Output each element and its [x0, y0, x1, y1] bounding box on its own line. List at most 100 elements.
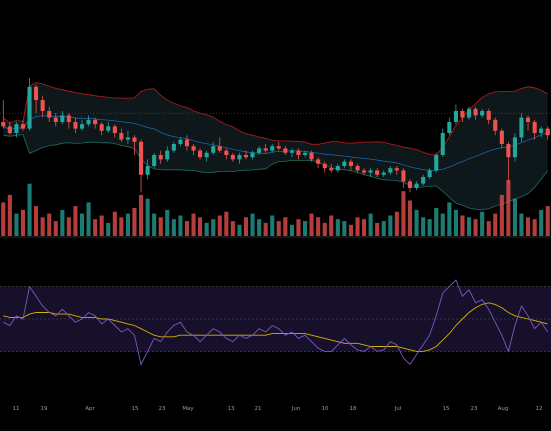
volume-bar: [125, 213, 130, 236]
volume-bar: [447, 202, 452, 236]
x-tick-label: 21: [255, 406, 262, 412]
candle-body: [119, 133, 124, 140]
candle-body: [20, 124, 25, 129]
volume-bar: [132, 208, 137, 236]
candle-body: [14, 124, 19, 133]
volume-bar: [112, 211, 117, 236]
candle-body: [125, 137, 130, 140]
candle-body: [60, 115, 65, 122]
candle-body: [34, 86, 39, 100]
candle-body: [106, 126, 111, 131]
candle-body: [66, 115, 71, 122]
candle-body: [388, 168, 393, 173]
candle-body: [204, 152, 209, 158]
candle-body: [132, 137, 137, 142]
candle-body: [289, 150, 294, 153]
volume-bar: [368, 213, 373, 236]
candle-body: [303, 152, 308, 155]
volume-bar: [303, 221, 308, 236]
candle-body: [73, 122, 78, 129]
candle-body: [427, 170, 432, 177]
volume-bar: [526, 217, 531, 236]
candle-body: [112, 126, 117, 133]
volume-bar: [407, 200, 412, 236]
volume-bar: [532, 219, 537, 236]
volume-bar: [427, 219, 432, 236]
candle-body: [440, 133, 445, 155]
volume-bar: [204, 222, 209, 236]
candle-body: [145, 166, 150, 175]
x-tick-label: 15: [443, 406, 450, 412]
candle-body: [7, 126, 12, 133]
volume-bar: [506, 180, 511, 236]
rsi-line: [3, 279, 549, 366]
x-tick-label: May: [182, 406, 194, 412]
candle-body: [467, 108, 472, 118]
volume-pane: [1, 180, 550, 236]
volume-bar: [66, 217, 71, 236]
candle-body: [322, 163, 327, 169]
candle-body: [171, 144, 176, 151]
volume-bar: [381, 221, 386, 236]
candle-body: [447, 122, 452, 133]
x-tick-label: 23: [471, 406, 478, 412]
volume-bar: [184, 221, 189, 236]
x-tick-label: 13: [228, 406, 235, 412]
candle-body: [421, 177, 426, 184]
volume-bar: [263, 222, 268, 236]
candle-body: [434, 155, 439, 171]
volume-bar: [539, 209, 544, 236]
candle-body: [178, 139, 183, 144]
volume-bar: [362, 219, 367, 236]
volume-bar: [394, 211, 399, 236]
candle-body: [480, 111, 485, 116]
bollinger-basis: [3, 115, 548, 171]
volume-bar: [453, 209, 458, 236]
volume-bar: [152, 213, 157, 236]
volume-bar: [86, 202, 91, 236]
candle-body: [27, 86, 32, 129]
volume-bar: [40, 217, 45, 236]
candle-body: [224, 150, 229, 155]
volume-bar: [191, 213, 196, 236]
price-pane: [0, 78, 551, 211]
candle-body: [342, 161, 347, 166]
candle-body: [99, 124, 104, 131]
volume-bar: [224, 211, 229, 236]
volume-bar: [119, 217, 124, 236]
candle-body: [355, 166, 360, 171]
candle-body: [47, 111, 52, 118]
volume-bar: [460, 215, 465, 236]
volume-bar: [20, 209, 25, 236]
volume-bar: [270, 215, 275, 236]
candle-body: [493, 119, 498, 131]
bollinger-fill: [3, 82, 548, 210]
candle-body: [309, 152, 314, 160]
volume-bar: [329, 215, 334, 236]
volume-bar: [73, 206, 78, 236]
candle-body: [473, 108, 478, 116]
x-tick-label: 18: [350, 406, 357, 412]
volume-bar: [388, 215, 393, 236]
candle-body: [512, 137, 517, 158]
volume-bar: [512, 198, 517, 236]
candle-body: [381, 172, 386, 175]
volume-bar: [493, 213, 498, 236]
volume-bar: [434, 208, 439, 236]
volume-bar: [34, 206, 39, 236]
x-tick-label: 12: [536, 406, 543, 412]
candle-body: [375, 170, 380, 175]
candle-body: [230, 155, 235, 160]
candle-body: [316, 159, 321, 164]
candle-body: [257, 148, 262, 153]
candle-body: [80, 124, 85, 129]
volume-bar: [375, 222, 380, 236]
volume-bar: [296, 219, 301, 236]
candle-body: [86, 119, 91, 125]
volume-bar: [473, 219, 478, 236]
volume-bar: [230, 221, 235, 236]
rsi-pane: [0, 279, 551, 366]
volume-bar: [7, 194, 12, 236]
x-tick-label: 10: [322, 406, 329, 412]
volume-bar: [99, 215, 104, 236]
